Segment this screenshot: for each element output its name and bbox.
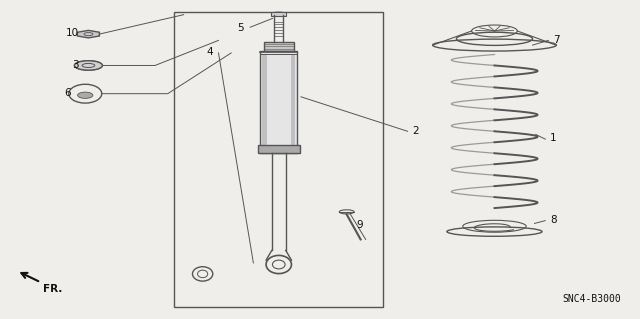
FancyBboxPatch shape xyxy=(291,55,295,150)
Text: SNC4-B3000: SNC4-B3000 xyxy=(563,294,621,304)
Polygon shape xyxy=(77,30,99,38)
Text: 6: 6 xyxy=(65,88,71,98)
FancyBboxPatch shape xyxy=(271,11,286,16)
Text: 8: 8 xyxy=(550,215,557,225)
Bar xyxy=(174,12,383,307)
FancyBboxPatch shape xyxy=(262,55,267,150)
Text: 7: 7 xyxy=(554,35,560,45)
Text: 3: 3 xyxy=(72,60,79,70)
Text: 5: 5 xyxy=(237,24,244,33)
FancyBboxPatch shape xyxy=(264,42,294,51)
Text: 1: 1 xyxy=(550,133,556,143)
FancyBboxPatch shape xyxy=(258,145,300,153)
Ellipse shape xyxy=(74,61,102,70)
Text: FR.: FR. xyxy=(43,284,62,294)
Text: 2: 2 xyxy=(412,126,419,136)
Text: 4: 4 xyxy=(207,47,213,57)
Ellipse shape xyxy=(77,92,93,98)
Text: 9: 9 xyxy=(356,220,364,230)
Text: 10: 10 xyxy=(66,28,79,39)
FancyBboxPatch shape xyxy=(260,51,297,153)
